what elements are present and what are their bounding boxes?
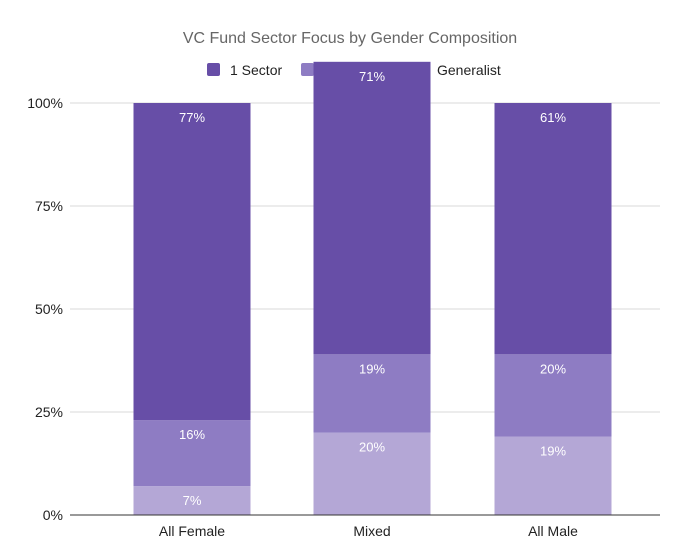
bar-segment-1-sector-all-male [494,354,612,437]
bar-segment-1-sector-mixed [313,354,431,433]
x-tick-label: All Female [159,523,225,539]
y-tick-label: 75% [35,198,63,214]
x-tick-label: All Male [528,523,578,539]
legend-swatch [301,63,314,76]
data-label: 20% [540,361,566,376]
data-label: 19% [540,444,566,459]
bar-segment-1-sector-all-female [133,103,251,421]
data-label: 20% [359,440,385,455]
bar-segment-1-sector-all-male [494,103,612,355]
bar-segment-1-sector-all-female [133,420,251,487]
y-tick-label: 50% [35,301,63,317]
bar-segment-generalist-all-male [494,436,612,515]
x-axis: All Female Mixed All Male [70,514,660,539]
data-label: 19% [359,361,385,376]
bar-segment-1-sector-mixed [313,61,431,355]
legend-label: Generalist [437,62,501,78]
x-tick-label: Mixed [353,523,390,539]
legend-item-1-sector: 1 Sector [207,62,282,78]
chart-title: VC Fund Sector Focus by Gender Compositi… [183,30,517,47]
y-tick-label: 0% [43,507,63,523]
y-tick-label: 25% [35,404,63,420]
bars: 7% 16% 77% 20% 19% 71% 19% 20% 61% [133,61,612,515]
data-label: 16% [179,427,205,442]
bar-segment-generalist-all-female [133,486,251,515]
data-label: 7% [183,493,202,508]
bar-group-mixed: 20% 19% 71% [313,61,431,515]
bar-group-all-male: 19% 20% 61% [494,103,612,515]
legend-label: 1 Sector [230,62,282,78]
data-label: 77% [179,110,205,125]
legend-swatch [207,63,220,76]
data-label: 61% [540,110,566,125]
bar-segment-generalist-mixed [313,432,431,515]
y-tick-label: 100% [27,95,63,111]
data-label: 71% [359,69,385,84]
bar-group-all-female: 7% 16% 77% [133,103,251,515]
y-axis: 0% 25% 50% 75% 100% [27,95,63,523]
